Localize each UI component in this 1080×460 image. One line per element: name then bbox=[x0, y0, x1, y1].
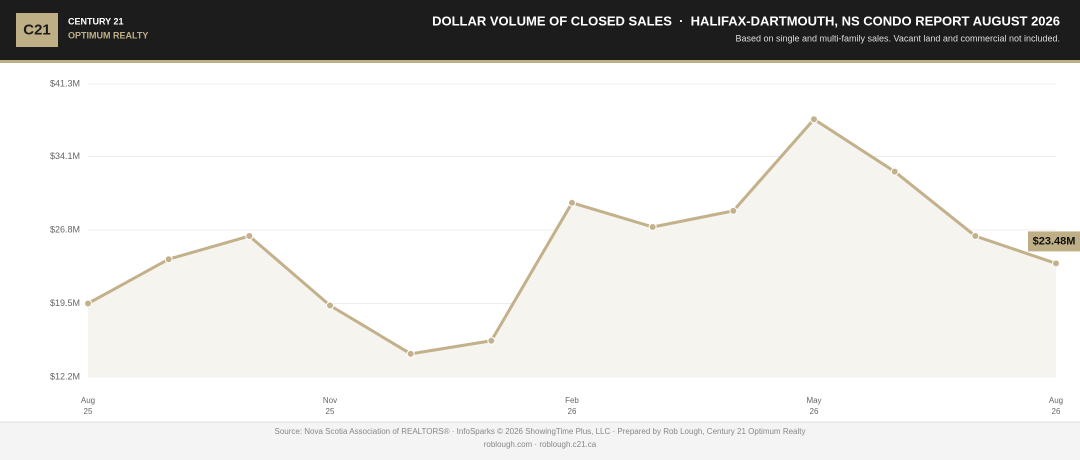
x-tick-label: Nov 25 bbox=[323, 396, 337, 416]
x-tick-line: 25 bbox=[326, 407, 335, 416]
x-tick-label: Feb 26 bbox=[565, 396, 579, 416]
point bbox=[487, 336, 496, 345]
x-tick-line: 25 bbox=[84, 407, 93, 416]
x-tick-line: Aug bbox=[1049, 396, 1063, 405]
title: DOLLAR VOLUME OF CLOSED SALES · HALIFAX-… bbox=[432, 13, 1060, 28]
footer-bar bbox=[0, 422, 1080, 460]
x-tick-line: 26 bbox=[810, 407, 819, 416]
source: Source: Nova Scotia Association of REALT… bbox=[274, 427, 805, 436]
office: OPTIMUM REALTY bbox=[68, 30, 148, 40]
point bbox=[84, 299, 92, 308]
x-tick-line: 26 bbox=[1052, 407, 1061, 416]
x-tick-label: Aug 26 bbox=[1049, 396, 1063, 416]
logo: C21 bbox=[23, 21, 51, 38]
y-tick-label: $12.2M bbox=[50, 371, 80, 381]
value-label: $23.48M bbox=[1033, 235, 1076, 247]
logo-box bbox=[16, 13, 58, 47]
y-tick-label: $41.3M bbox=[50, 78, 80, 88]
x-tick-label: May 26 bbox=[806, 396, 821, 416]
point bbox=[1052, 259, 1060, 268]
y-tick-label: $26.8M bbox=[50, 224, 80, 234]
point bbox=[971, 232, 980, 241]
header-rule bbox=[0, 60, 1080, 63]
point bbox=[164, 255, 173, 264]
x-tick-line: May bbox=[806, 396, 821, 405]
brand: CENTURY 21 bbox=[68, 16, 124, 26]
point bbox=[648, 222, 657, 231]
x-tick-line: 26 bbox=[568, 407, 577, 416]
subtitle: Based on single and multi-family sales. … bbox=[735, 33, 1060, 43]
x-tick-label: Aug 25 bbox=[81, 396, 95, 416]
header-bar bbox=[0, 0, 1080, 60]
area bbox=[88, 119, 1056, 378]
y-tick-label: $34.1M bbox=[50, 151, 80, 161]
value-label-box bbox=[1028, 231, 1080, 252]
point bbox=[729, 206, 738, 215]
x-tick-line: Feb bbox=[565, 396, 579, 405]
point bbox=[245, 232, 254, 241]
point bbox=[890, 167, 899, 176]
x-tick-line: Nov bbox=[323, 396, 337, 405]
point bbox=[326, 301, 334, 310]
point bbox=[810, 115, 818, 124]
y-tick-label: $19.5M bbox=[50, 298, 80, 308]
x-tick-line: Aug bbox=[81, 396, 95, 405]
point bbox=[406, 349, 415, 358]
point bbox=[568, 198, 576, 207]
links: roblough.com · roblough.c21.ca bbox=[484, 440, 597, 449]
